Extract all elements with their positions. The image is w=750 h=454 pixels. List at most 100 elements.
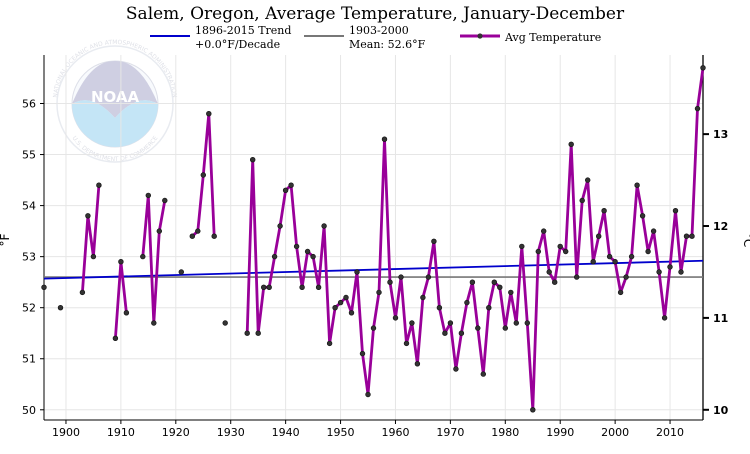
x-tick-label: 1940: [272, 426, 300, 439]
avg-temperature-point: [508, 289, 514, 296]
avg-temperature-point: [491, 279, 497, 285]
avg-temperature-point: [293, 243, 300, 250]
avg-temperature-point: [145, 192, 152, 199]
avg-temperature-point: [250, 157, 256, 163]
avg-temperature-point: [79, 289, 86, 296]
avg-temperature-point: [431, 238, 437, 245]
y2-tick-label: 10: [713, 404, 729, 417]
avg-temperature-point: [271, 253, 278, 260]
noaa-logo-disk: [71, 60, 159, 148]
avg-temperature-point: [420, 294, 426, 301]
avg-temperature-point: [195, 228, 201, 234]
avg-temperature-point: [118, 259, 124, 265]
avg-temperature-point: [57, 305, 64, 311]
x-tick-label: 1910: [107, 426, 135, 439]
avg-temperature-point: [321, 223, 327, 229]
avg-temperature-point: [162, 197, 168, 204]
avg-temperature-point: [579, 197, 585, 204]
avg-temperature-point: [90, 253, 97, 260]
avg-temperature-point: [326, 340, 333, 347]
avg-temperature-point: [650, 228, 657, 234]
avg-temperature-point: [634, 182, 640, 188]
avg-temperature-point: [480, 371, 486, 377]
avg-temperature-line: [245, 67, 705, 412]
avg-temperature-point: [354, 269, 360, 275]
avg-temperature-point: [469, 279, 476, 285]
noaa-logo-sky: [72, 61, 158, 118]
avg-temperature-point: [617, 289, 624, 296]
trend-line: [43, 259, 704, 280]
avg-temperature-point: [678, 269, 684, 275]
noaa-logo-text: NOAA: [91, 88, 140, 106]
avg-temperature-point: [639, 213, 646, 219]
avg-temperature-point: [414, 361, 421, 367]
avg-temperature-point: [304, 248, 311, 255]
avg-temperature-point: [458, 330, 465, 336]
y-tick-label: 54: [22, 200, 36, 213]
avg-temperature-point: [288, 182, 294, 188]
legend: 1896-2015 Trend +0.0°F/Decade 1903-2000 …: [150, 24, 601, 51]
avg-temperature-point: [178, 269, 185, 275]
chart-title: Salem, Oregon, Average Temperature, Janu…: [126, 4, 625, 24]
avg-temperature-point: [530, 407, 536, 413]
avg-temperature-point: [475, 325, 481, 331]
avg-temperature-point: [337, 299, 344, 306]
x-tick-label: 1950: [327, 426, 355, 439]
y-tick-label: 51: [22, 353, 36, 366]
legend-trend-label-line2: +0.0°F/Decade: [195, 38, 280, 51]
avg-temperature-point: [447, 320, 454, 326]
avg-temperature-point: [123, 310, 130, 316]
legend-avg-marker: [477, 33, 483, 39]
y2-tick-label: 13: [713, 128, 728, 141]
x-tick-label: 1930: [217, 426, 245, 439]
avg-temperature-point: [535, 248, 541, 255]
avg-temperature-point: [700, 65, 706, 71]
y-tick-label: 56: [22, 97, 36, 110]
avg-temperature-point: [464, 299, 470, 306]
avg-temperature-point: [387, 279, 393, 285]
y-tick-label: 55: [22, 149, 36, 162]
y-tick-label: 50: [22, 404, 36, 417]
legend-avg-label: Avg Temperature: [504, 31, 601, 44]
noaa-logo-sea: [72, 100, 158, 147]
plot-area: 1900 1910 1920 1930 1940 1950 1960 1970 1980 1990…: [22, 55, 729, 439]
x-tick-label: 1970: [436, 426, 464, 439]
avg-temperature-point: [436, 305, 443, 311]
avg-temperature-point: [85, 213, 91, 219]
avg-temperature-point: [502, 325, 508, 331]
avg-temperature-point: [376, 289, 382, 296]
avg-temperature-point: [151, 320, 157, 326]
y2-tick-label: 11: [713, 312, 728, 325]
avg-temperature-point: [403, 340, 410, 347]
avg-temperature-point: [398, 274, 404, 280]
noaa-logo: NOAA NATIONAL OCEANIC AND ATMOSPHERIC AD…: [52, 39, 178, 163]
avg-temperature-point: [590, 259, 596, 265]
avg-temperature-point: [41, 284, 47, 290]
x-tick-label: 1960: [381, 426, 409, 439]
x-tick-label: 2010: [656, 426, 684, 439]
legend-trend-label-line1: 1896-2015 Trend: [195, 24, 291, 37]
avg-temperature-point: [546, 269, 552, 275]
avg-temperature-point: [519, 243, 525, 250]
avg-temperature-point: [315, 284, 322, 290]
y-axis-label-c: °C: [741, 233, 750, 247]
avg-temperature-point: [282, 187, 289, 194]
avg-temperature-point: [601, 208, 607, 214]
avg-temperature-point: [112, 335, 119, 341]
x-tick-label: 1900: [52, 426, 80, 439]
avg-temperature-point: [189, 233, 196, 239]
avg-temperature-point: [568, 141, 574, 148]
avg-temperature-point: [200, 172, 207, 178]
x-tick-label: 1990: [546, 426, 574, 439]
avg-temperature-point: [661, 315, 668, 321]
avg-temperature-point: [595, 233, 602, 239]
noaa-logo-ring: [56, 45, 174, 163]
avg-temperature-point: [244, 330, 250, 336]
avg-temperature-point: [606, 253, 613, 260]
avg-temperature-point: [672, 208, 679, 214]
avg-temperature-point: [409, 320, 415, 326]
avg-temperature-point: [348, 310, 355, 316]
avg-temperature-point: [656, 269, 662, 275]
avg-temperature-point: [359, 350, 366, 357]
